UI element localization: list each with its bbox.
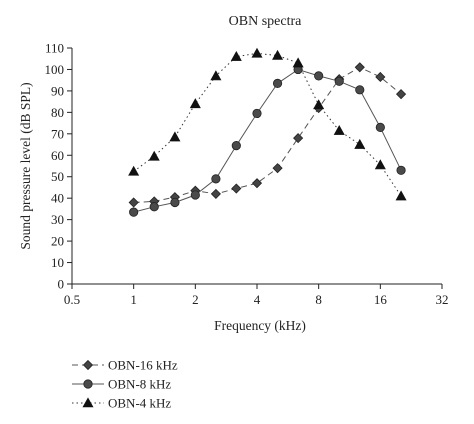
y-tick-label: 0 — [58, 277, 65, 292]
data-point-triangle — [292, 57, 304, 68]
legend-marker-triangle — [82, 397, 94, 408]
data-point-circle — [272, 78, 283, 89]
y-tick-label: 100 — [45, 62, 65, 77]
data-point-circle — [149, 202, 159, 212]
data-point-diamond — [354, 62, 365, 73]
data-point-triangle — [230, 50, 242, 61]
y-tick-label: 110 — [45, 41, 64, 56]
data-point-circle — [170, 197, 180, 208]
data-point-triangle — [169, 131, 181, 142]
data-point-circle — [211, 174, 221, 184]
legend-item: OBN-16 kHz — [72, 358, 178, 373]
data-point-circle — [334, 76, 344, 86]
data-point-diamond — [375, 71, 386, 83]
legend-item: OBN-8 kHz — [72, 377, 171, 392]
y-tick-label: 70 — [51, 126, 64, 141]
data-point-triangle — [128, 165, 140, 176]
data-point-diamond — [251, 178, 263, 189]
y-tick-label: 80 — [51, 105, 64, 120]
data-point-triangle — [354, 138, 366, 149]
data-point-triangle — [210, 70, 222, 81]
data-point-circle — [231, 141, 241, 151]
data-point-diamond — [272, 163, 283, 174]
data-point-diamond — [128, 197, 139, 208]
plot-area — [128, 47, 407, 217]
data-point-circle — [355, 85, 365, 95]
data-point-diamond — [293, 133, 304, 144]
y-tick-label: 60 — [51, 148, 64, 163]
legend: OBN-16 kHz OBN-8 kHz OBN-4 kHz — [72, 358, 178, 411]
legend-label: OBN-8 kHz — [108, 377, 171, 392]
data-point-diamond — [210, 188, 221, 199]
data-point-diamond — [231, 183, 242, 194]
x-axis-title: Frequency (kHz) — [214, 318, 306, 333]
y-tick-label: 10 — [51, 255, 64, 270]
y-tick-label: 20 — [51, 234, 64, 249]
x-tick-label: 0.5 — [64, 292, 80, 307]
x-tick-label: 2 — [192, 292, 199, 307]
axes: 0 10 20 30 40 50 60 70 80 90 100 110 0.5 1 2 4 8 16 32 — [45, 41, 449, 308]
y-tick-label: 50 — [51, 169, 64, 184]
data-point-triangle — [272, 49, 284, 60]
y-tick-label: 30 — [51, 212, 64, 227]
data-point-circle — [396, 165, 406, 175]
data-point-triangle — [189, 98, 201, 109]
data-point-triangle — [251, 47, 263, 58]
series-obn-8-khz — [129, 64, 406, 217]
series-obn-16-khz — [128, 62, 407, 208]
series-obn-4-khz — [128, 47, 407, 201]
series-line — [133, 52, 402, 197]
data-point-triangle — [148, 150, 160, 161]
data-point-triangle — [374, 159, 386, 170]
x-tick-label: 1 — [130, 292, 137, 307]
data-point-triangle — [333, 124, 345, 135]
y-tick-label: 90 — [51, 83, 64, 98]
data-point-circle — [252, 108, 262, 119]
data-point-diamond — [396, 89, 407, 100]
legend-marker-circle — [83, 379, 93, 389]
legend-marker-diamond — [82, 359, 94, 371]
legend-label: OBN-16 kHz — [108, 358, 178, 373]
data-point-triangle — [313, 99, 325, 110]
x-tick-label: 4 — [254, 292, 261, 307]
data-point-circle — [129, 207, 139, 217]
legend-label: OBN-4 kHz — [108, 396, 171, 411]
x-tick-label: 16 — [374, 292, 388, 307]
legend-item: OBN-4 kHz — [72, 396, 171, 411]
y-axis-title: Sound pressure level (dB SPL) — [18, 82, 33, 249]
data-point-triangle — [395, 190, 407, 201]
data-point-circle — [375, 122, 385, 132]
x-tick-label: 32 — [436, 292, 449, 307]
data-point-circle — [190, 190, 200, 200]
x-tick-label: 8 — [315, 292, 322, 307]
y-tick-label: 40 — [51, 191, 64, 206]
chart-title: OBN spectra — [229, 14, 302, 29]
data-point-circle — [314, 71, 324, 81]
